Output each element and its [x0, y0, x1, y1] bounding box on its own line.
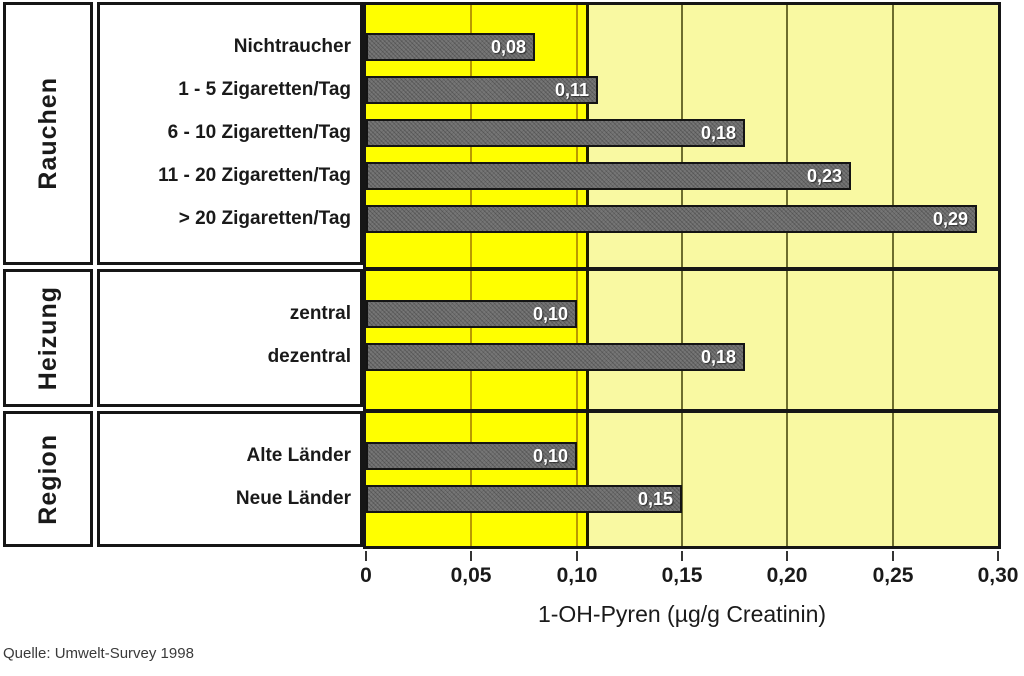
bar-value-label: 0,29 — [932, 209, 968, 229]
category-label-box: Nichtraucher 1 - 5 Zigaretten/Tag 6 - 10 Z… — [97, 2, 363, 265]
axis-tick-label: 0,10 — [556, 564, 598, 587]
gridline — [470, 5, 473, 546]
axis-tick-label: 0,30 — [977, 564, 1019, 587]
category-label: > 20 Zigaretten/Tag — [178, 208, 351, 229]
axis-tick-label: 0,05 — [450, 564, 492, 587]
axis-tick — [892, 551, 894, 561]
category-label: 11 - 20 Zigaretten/Tag — [158, 165, 351, 186]
category-label: Nichtraucher — [233, 36, 351, 57]
reference-band-outer — [587, 5, 998, 546]
axis-tick — [681, 551, 683, 561]
gridline — [575, 5, 578, 546]
gridline — [786, 5, 789, 546]
category-label: Alte Länder — [246, 445, 351, 466]
bar-value-label: 0,11 — [554, 80, 589, 100]
bar-value-label: 0,10 — [532, 446, 568, 466]
data-bar: 0,10 — [366, 442, 577, 470]
group-box-heizung: Heizung — [3, 269, 93, 407]
data-bar: 0,23 — [366, 162, 851, 190]
data-bar: 0,08 — [366, 33, 535, 61]
data-bar: 0,15 — [366, 485, 682, 513]
axis-tick-label: 0,15 — [661, 564, 703, 587]
data-bar: 0,18 — [366, 119, 745, 147]
bar-value-label: 0,08 — [490, 37, 526, 57]
group-label: Rauchen — [33, 77, 62, 190]
group-label: Heizung — [33, 285, 62, 391]
group-box-rauchen: Rauchen — [3, 2, 93, 265]
axis-tick — [576, 551, 578, 561]
category-label-box: zentral dezentral — [97, 269, 363, 407]
x-axis-title: 1-OH-Pyren (µg/g Creatinin) — [537, 601, 827, 627]
category-label-box: Alte Länder Neue Länder — [97, 411, 363, 547]
axis-tick — [365, 551, 367, 561]
axis-tick — [786, 551, 788, 561]
axis-tick-label: 0 — [360, 564, 372, 587]
axis-tick — [997, 551, 999, 561]
reference-band-edge — [586, 5, 589, 546]
data-bar: 0,10 — [366, 300, 577, 328]
category-label: Neue Länder — [235, 488, 351, 509]
category-label: zentral — [289, 303, 351, 324]
data-bar: 0,29 — [366, 205, 977, 233]
group-box-region: Region — [3, 411, 93, 547]
bar-value-label: 0,18 — [700, 347, 736, 367]
bar-value-label: 0,10 — [532, 304, 568, 324]
bar-value-label: 0,23 — [806, 166, 842, 186]
data-bar: 0,18 — [366, 343, 745, 371]
category-label: dezentral — [267, 346, 351, 367]
plot-area: 0,08 0,11 0,18 0,23 0,29 0,10 0,18 0,10 0,15 — [363, 2, 1001, 549]
axis-tick — [470, 551, 472, 561]
gridline — [681, 5, 683, 546]
bar-value-label: 0,15 — [637, 489, 673, 509]
axis-tick-label: 0,20 — [766, 564, 808, 587]
group-label: Region — [33, 433, 62, 525]
category-label: 1 - 5 Zigaretten/Tag — [178, 79, 351, 100]
panel-separator — [366, 409, 998, 413]
data-bar: 0,11 — [366, 76, 598, 104]
bar-value-label: 0,18 — [700, 123, 736, 143]
category-label: 6 - 10 Zigaretten/Tag — [167, 122, 351, 143]
gridline — [891, 5, 894, 546]
axis-tick-label: 0,25 — [872, 564, 914, 587]
source-note: Quelle: Umwelt-Survey 1998 — [3, 645, 194, 662]
panel-separator — [366, 267, 998, 271]
